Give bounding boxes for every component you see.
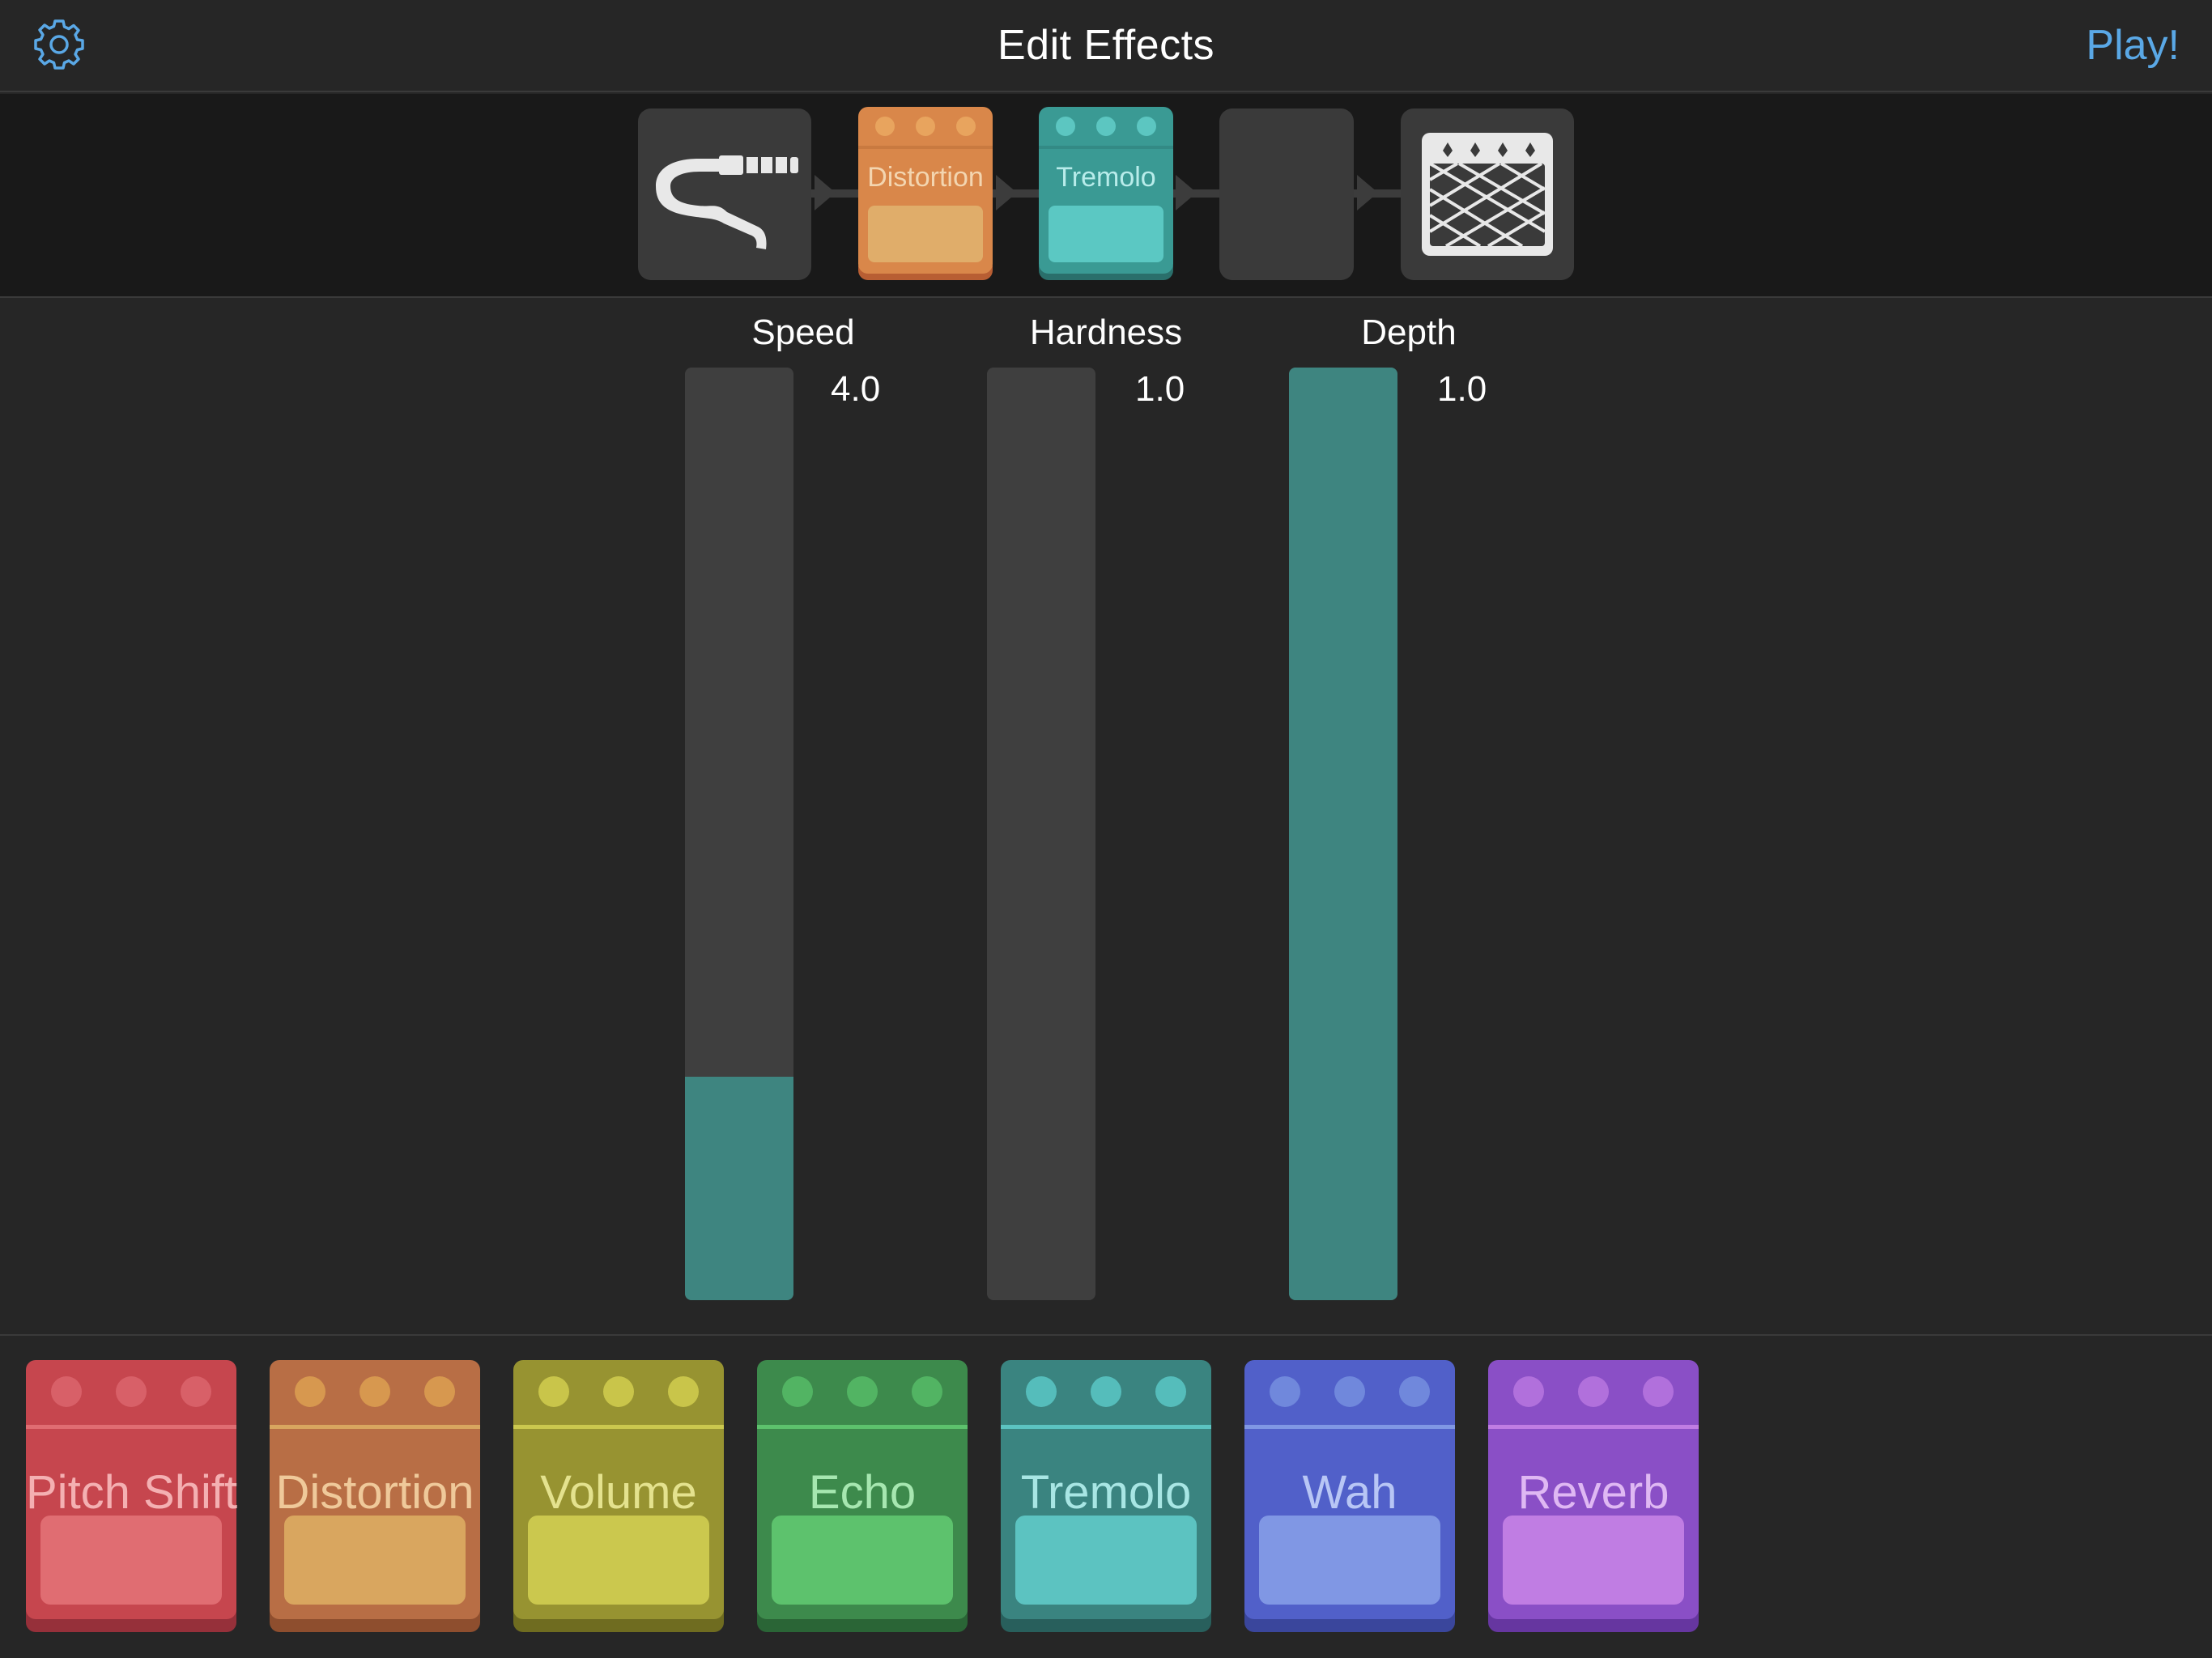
- pedal-footswitch: [284, 1516, 466, 1605]
- speed-value: 4.0: [831, 369, 881, 409]
- pedal-footswitch: [1259, 1516, 1440, 1605]
- pedal-label: Tremolo: [1056, 162, 1156, 193]
- nav-bar: Edit Effects Play!: [0, 0, 2212, 92]
- pedal-stripe: [757, 1425, 968, 1429]
- pedal-footswitch: [772, 1516, 953, 1605]
- pedal-stripe: [1488, 1425, 1699, 1429]
- pedal-knob: [538, 1376, 569, 1407]
- empty-pedal-slot[interactable]: [1219, 108, 1354, 280]
- chain-pedal-tremolo[interactable]: Tremolo: [1039, 107, 1173, 280]
- param-label-hardness: Hardness: [1029, 312, 1183, 352]
- pedal-footswitch: [1015, 1516, 1197, 1605]
- library-pedal-distortion[interactable]: Distortion: [270, 1360, 480, 1632]
- pedal-label: Distortion: [867, 162, 984, 193]
- pedal-knob: [1643, 1376, 1674, 1407]
- pedal-knob: [603, 1376, 634, 1407]
- slider-fill: [1289, 368, 1397, 1300]
- pedal-knob: [1091, 1376, 1121, 1407]
- pedal-label: Reverb: [1517, 1466, 1670, 1519]
- pedal-knob: [1513, 1376, 1544, 1407]
- pedal-knob: [181, 1376, 211, 1407]
- pedal-knob: [116, 1376, 147, 1407]
- pedal-knob: [668, 1376, 699, 1407]
- pedal-stripe: [1039, 146, 1173, 149]
- library-pedal-volume[interactable]: Volume: [513, 1360, 724, 1632]
- pedal-knob: [847, 1376, 878, 1407]
- pedal-footswitch: [868, 206, 983, 262]
- chain-arrow: [996, 175, 1017, 210]
- hardness-slider[interactable]: [987, 368, 1095, 1300]
- slider-fill: [685, 1076, 793, 1300]
- output-slot[interactable]: [1401, 108, 1574, 280]
- pedal-label: Volume: [540, 1466, 697, 1519]
- pedal-footswitch: [1503, 1516, 1684, 1605]
- pedal-knob: [1155, 1376, 1186, 1407]
- pedal-label: Tremolo: [1020, 1466, 1192, 1519]
- chain-arrow: [1176, 175, 1197, 210]
- library-pedal-echo[interactable]: Echo: [757, 1360, 968, 1632]
- pedal-label: Wah: [1302, 1466, 1397, 1519]
- amplifier-icon: [1422, 133, 1553, 256]
- pedal-stripe: [858, 146, 993, 149]
- input-slot[interactable]: [638, 108, 811, 280]
- speed-slider[interactable]: [685, 368, 793, 1300]
- depth-value: 1.0: [1437, 369, 1487, 409]
- pedal-knob: [1096, 117, 1116, 136]
- pedal-knob: [1578, 1376, 1609, 1407]
- chain-pedal-distortion[interactable]: Distortion: [858, 107, 993, 280]
- pedal-label: Echo: [808, 1466, 917, 1519]
- param-label-depth: Depth: [1361, 312, 1457, 352]
- pedal-knob: [1399, 1376, 1430, 1407]
- settings-button[interactable]: [29, 15, 89, 74]
- hardness-value: 1.0: [1135, 369, 1185, 409]
- pedal-stripe: [270, 1425, 480, 1429]
- pedal-knob: [912, 1376, 942, 1407]
- audio-cable-icon: [656, 155, 798, 249]
- chain-arrow: [1357, 175, 1378, 210]
- library-pedal-reverb[interactable]: Reverb: [1488, 1360, 1699, 1632]
- pedal-knob: [1334, 1376, 1365, 1407]
- effect-library: Pitch Shift Distortion Volume: [0, 1334, 2212, 1658]
- pedal-knob: [956, 117, 976, 136]
- pedal-knob: [1137, 117, 1156, 136]
- pedal-knob: [424, 1376, 455, 1407]
- play-button[interactable]: Play!: [2086, 22, 2180, 69]
- library-pedal-tremolo[interactable]: Tremolo: [1001, 1360, 1211, 1632]
- pedal-footswitch: [528, 1516, 709, 1605]
- pedal-label: Pitch Shift: [26, 1466, 238, 1519]
- pedal-knob: [875, 117, 895, 136]
- pedal-knob: [1026, 1376, 1057, 1407]
- library-pedal-pitch-shift[interactable]: Pitch Shift: [26, 1360, 238, 1632]
- pedal-knob: [916, 117, 935, 136]
- pedal-knob: [51, 1376, 82, 1407]
- pedal-knob: [295, 1376, 325, 1407]
- effect-parameters: Speed 4.0 Hardness 1.0 Depth 1.0: [0, 300, 2212, 1333]
- pedal-stripe: [26, 1425, 236, 1429]
- library-pedal-wah[interactable]: Wah: [1244, 1360, 1455, 1632]
- param-label-speed: Speed: [751, 312, 855, 352]
- chain-arrow: [815, 175, 836, 210]
- effect-chain: Distortion Tremolo: [0, 94, 2212, 298]
- pedal-footswitch: [40, 1516, 222, 1605]
- pedal-knob: [782, 1376, 813, 1407]
- pedal-knob: [1056, 117, 1075, 136]
- gear-icon: [34, 19, 84, 70]
- pedal-stripe: [513, 1425, 724, 1429]
- pedal-knob: [1270, 1376, 1300, 1407]
- pedal-footswitch: [1049, 206, 1163, 262]
- pedal-knob: [359, 1376, 390, 1407]
- pedal-label: Distortion: [275, 1466, 474, 1519]
- pedal-stripe: [1244, 1425, 1455, 1429]
- page-title: Edit Effects: [997, 22, 1215, 69]
- depth-slider[interactable]: [1289, 368, 1397, 1300]
- pedal-stripe: [1001, 1425, 1211, 1429]
